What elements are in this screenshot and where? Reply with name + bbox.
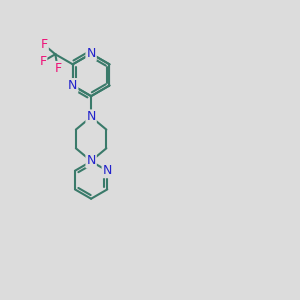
Text: F: F: [54, 62, 61, 75]
Text: F: F: [41, 38, 48, 52]
Text: N: N: [103, 164, 112, 177]
Text: N: N: [86, 110, 96, 123]
Text: N: N: [86, 47, 96, 60]
Text: F: F: [39, 55, 46, 68]
Text: N: N: [68, 79, 77, 92]
Text: N: N: [86, 154, 96, 167]
